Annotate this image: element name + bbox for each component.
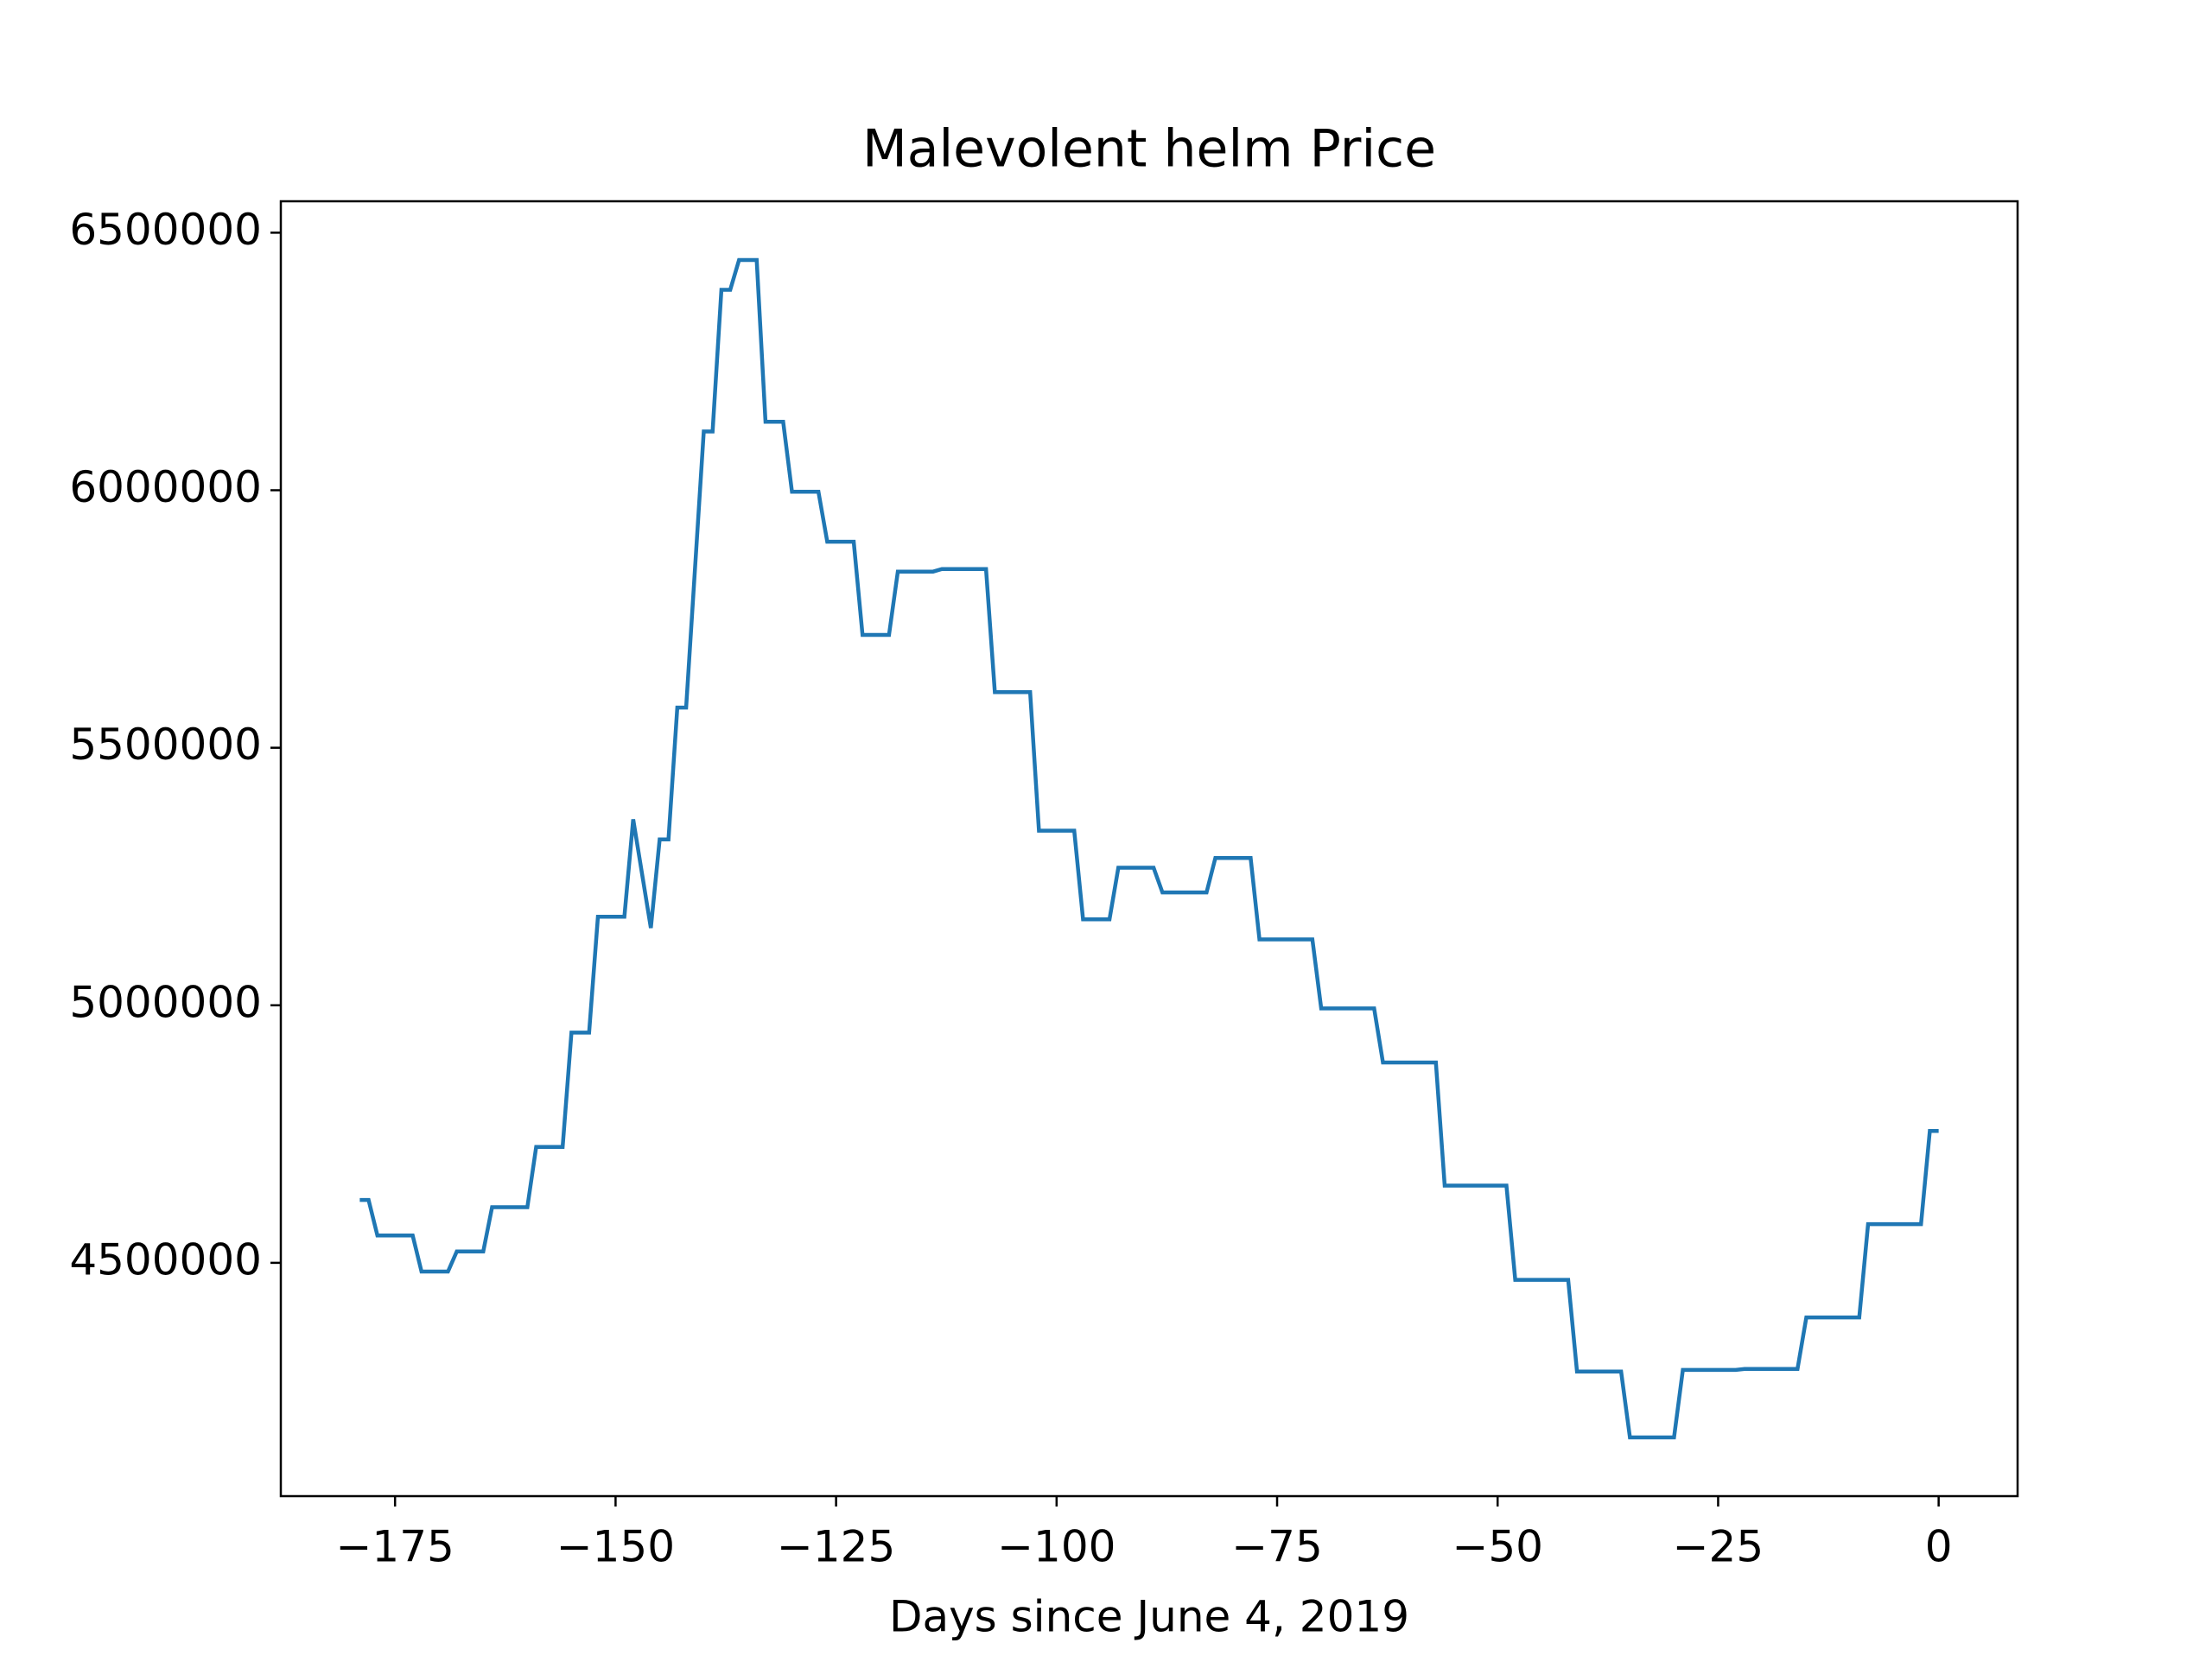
y-tick-label: 5000000 — [69, 977, 262, 1027]
x-tick-label: −125 — [777, 1522, 895, 1572]
x-tick-label: −150 — [556, 1522, 675, 1572]
price-line — [359, 257, 1939, 1440]
y-tick-label: 5500000 — [69, 720, 262, 770]
x-axis-label: Days since June 4, 2019 — [889, 1592, 1409, 1642]
x-tick-label: −75 — [1231, 1522, 1323, 1572]
x-tick-label: −25 — [1673, 1522, 1764, 1572]
x-tick-label: −175 — [336, 1522, 454, 1572]
x-tick-label: −50 — [1452, 1522, 1543, 1572]
chart-title: Malevolent helm Price — [862, 119, 1436, 180]
plot-frame — [279, 200, 2019, 1498]
y-tick-label: 6000000 — [69, 462, 262, 512]
x-tick-label: −100 — [997, 1522, 1116, 1572]
y-tick-label: 6500000 — [69, 205, 262, 255]
y-tick-label: 4500000 — [69, 1234, 262, 1285]
x-tick-label: 0 — [1925, 1522, 1953, 1572]
